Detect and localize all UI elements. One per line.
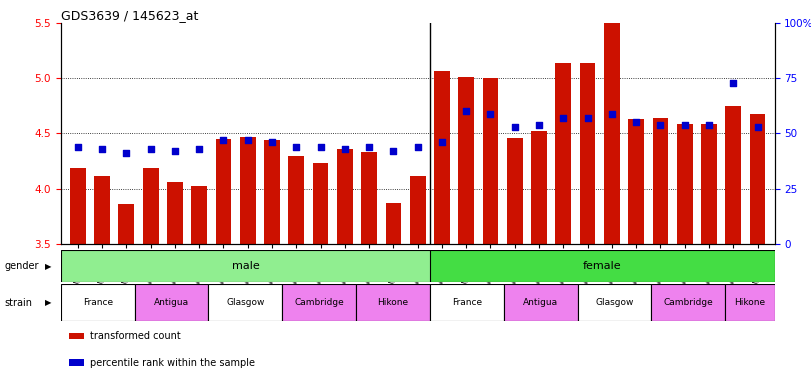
Bar (356, 284, 430, 321)
Point (71, 144, 84, 150)
Bar (430, 284, 504, 321)
Point (241, 137, 254, 143)
Bar (677, 124, 693, 244)
Bar (61, 250, 430, 282)
Point (411, 144, 424, 150)
Point (120, 150, 133, 156)
Point (484, 111, 497, 117)
Bar (410, 177, 426, 244)
Bar (135, 284, 208, 321)
Text: Glasgow: Glasgow (226, 298, 264, 307)
Bar (556, 63, 571, 244)
Text: strain: strain (4, 298, 32, 308)
Point (727, 79, 740, 86)
Bar (385, 203, 401, 244)
Bar (143, 168, 158, 244)
Text: ▶: ▶ (45, 262, 51, 271)
Text: male: male (231, 261, 260, 271)
Bar (604, 23, 620, 244)
Bar (264, 140, 280, 244)
Bar (337, 149, 353, 244)
Text: Hikone: Hikone (377, 298, 409, 307)
Text: Cambridge: Cambridge (663, 298, 713, 307)
Text: transformed count: transformed count (90, 331, 181, 341)
Point (217, 137, 230, 143)
Bar (118, 204, 135, 244)
Bar (216, 139, 231, 244)
Bar (434, 71, 450, 244)
Point (629, 119, 642, 126)
Bar (725, 284, 775, 321)
Bar (430, 250, 775, 282)
Bar (289, 156, 304, 244)
Bar (531, 131, 547, 244)
Point (265, 139, 278, 146)
Text: GDS3639 / 145623_at: GDS3639 / 145623_at (61, 9, 198, 22)
Bar (725, 106, 741, 244)
Text: female: female (583, 261, 621, 271)
Point (436, 139, 448, 146)
Bar (191, 187, 207, 244)
Bar (61, 284, 135, 321)
Text: France: France (452, 298, 482, 307)
Point (387, 148, 400, 154)
Point (702, 121, 715, 127)
Bar (167, 182, 182, 244)
Bar (653, 118, 668, 244)
Point (144, 146, 157, 152)
Point (533, 121, 546, 127)
Text: Hikone: Hikone (734, 298, 766, 307)
Bar (629, 119, 644, 244)
Point (460, 108, 473, 114)
Point (193, 146, 206, 152)
Point (751, 124, 764, 130)
Text: Antigua: Antigua (154, 298, 189, 307)
Bar (651, 284, 725, 321)
Bar (208, 284, 282, 321)
Text: Glasgow: Glasgow (595, 298, 633, 307)
Text: Cambridge: Cambridge (294, 298, 344, 307)
Point (290, 144, 303, 150)
Bar (313, 163, 328, 244)
Point (96, 146, 109, 152)
Point (557, 115, 570, 121)
Point (169, 148, 182, 154)
Point (678, 121, 691, 127)
Text: percentile rank within the sample: percentile rank within the sample (90, 358, 255, 368)
Bar (361, 152, 377, 244)
Text: gender: gender (4, 261, 39, 271)
Text: ▶: ▶ (45, 298, 51, 307)
Bar (70, 168, 86, 244)
Bar (94, 177, 110, 244)
Point (581, 115, 594, 121)
Bar (701, 124, 717, 244)
Bar (282, 284, 356, 321)
Bar (483, 78, 499, 244)
Point (338, 146, 351, 152)
Bar (577, 284, 651, 321)
Bar (580, 63, 595, 244)
Bar (507, 138, 522, 244)
Bar (240, 137, 255, 244)
Bar (749, 114, 766, 244)
Point (654, 121, 667, 127)
Text: Antigua: Antigua (523, 298, 558, 307)
Bar (458, 77, 474, 244)
Text: France: France (83, 298, 113, 307)
Point (314, 144, 327, 150)
Point (363, 144, 375, 150)
Point (605, 111, 618, 117)
Point (508, 124, 521, 130)
Bar (504, 284, 577, 321)
